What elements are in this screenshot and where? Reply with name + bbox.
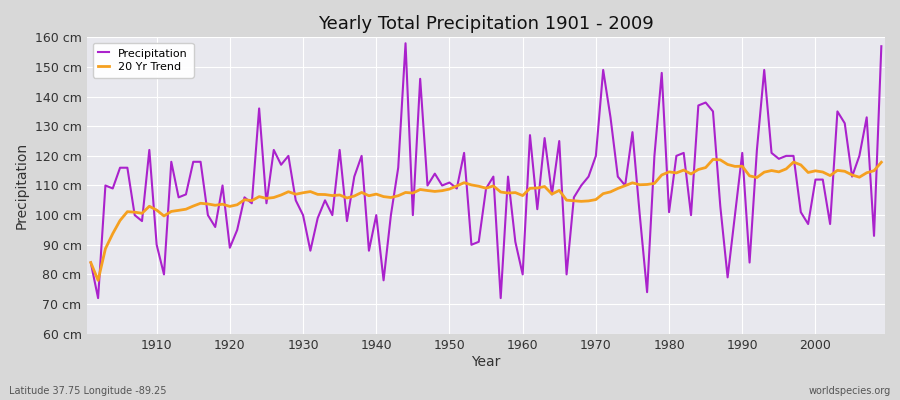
Legend: Precipitation, 20 Yr Trend: Precipitation, 20 Yr Trend — [93, 43, 194, 78]
20 Yr Trend — [525, 186, 535, 191]
Precipitation — [93, 296, 104, 300]
20 Yr Trend — [707, 157, 718, 162]
20 Yr Trend — [312, 192, 323, 197]
Text: worldspecies.org: worldspecies.org — [809, 386, 891, 396]
20 Yr Trend — [612, 186, 623, 191]
Precipitation — [356, 154, 367, 158]
Precipitation — [86, 260, 96, 265]
Line: 20 Yr Trend: 20 Yr Trend — [91, 160, 881, 280]
Precipitation — [620, 183, 631, 188]
20 Yr Trend — [151, 208, 162, 212]
20 Yr Trend — [93, 278, 104, 283]
Line: Precipitation: Precipitation — [91, 43, 881, 298]
X-axis label: Year: Year — [472, 355, 500, 369]
Precipitation — [525, 133, 535, 138]
Precipitation — [400, 41, 411, 46]
Title: Yearly Total Precipitation 1901 - 2009: Yearly Total Precipitation 1901 - 2009 — [319, 15, 654, 33]
20 Yr Trend — [518, 193, 528, 198]
20 Yr Trend — [86, 260, 96, 265]
Y-axis label: Precipitation: Precipitation — [15, 142, 29, 229]
Precipitation — [312, 216, 323, 220]
Precipitation — [532, 207, 543, 212]
20 Yr Trend — [356, 190, 367, 195]
20 Yr Trend — [876, 160, 886, 165]
Precipitation — [151, 242, 162, 247]
Precipitation — [876, 44, 886, 49]
Text: Latitude 37.75 Longitude -89.25: Latitude 37.75 Longitude -89.25 — [9, 386, 166, 396]
